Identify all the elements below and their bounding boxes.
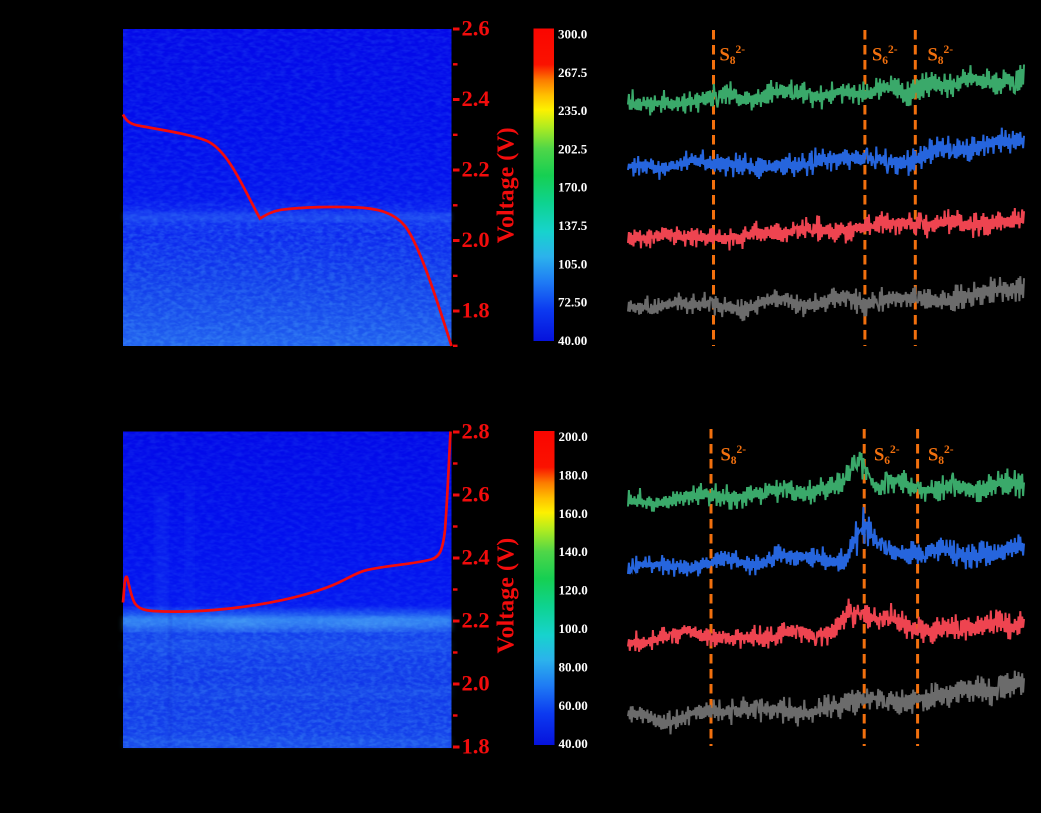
- svg-text:2.4: 2.4: [462, 545, 490, 570]
- svg-text:235.0: 235.0: [558, 103, 587, 118]
- svg-text:Voltage (V): Voltage (V): [493, 538, 519, 654]
- svg-text:100.0: 100.0: [559, 621, 588, 636]
- svg-text:2.0: 2.0: [462, 671, 490, 696]
- svg-text:Voltage (V): Voltage (V): [494, 127, 520, 243]
- svg-text:1.8: 1.8: [462, 298, 490, 323]
- svg-text:140.0: 140.0: [559, 544, 588, 559]
- svg-text:72.50: 72.50: [558, 295, 587, 310]
- svg-text:105.0: 105.0: [558, 256, 587, 271]
- svg-text:137.5: 137.5: [558, 218, 588, 233]
- svg-text:200.0: 200.0: [559, 429, 588, 444]
- svg-text:2.4: 2.4: [462, 86, 490, 111]
- svg-text:2.0: 2.0: [462, 227, 490, 252]
- svg-text:120.0: 120.0: [559, 583, 588, 598]
- svg-text:40.00: 40.00: [558, 333, 587, 348]
- svg-text:2.2: 2.2: [462, 608, 490, 633]
- svg-text:202.5: 202.5: [558, 141, 588, 156]
- svg-text:80.00: 80.00: [559, 659, 588, 674]
- svg-text:2.8: 2.8: [462, 419, 490, 444]
- svg-text:180.0: 180.0: [559, 467, 588, 482]
- svg-text:267.5: 267.5: [558, 65, 588, 80]
- svg-text:160.0: 160.0: [559, 506, 588, 521]
- svg-text:40.00: 40.00: [559, 736, 588, 751]
- svg-text:300.0: 300.0: [558, 27, 587, 42]
- svg-text:1.8: 1.8: [462, 734, 490, 759]
- svg-text:2.6: 2.6: [462, 16, 490, 41]
- svg-text:2.2: 2.2: [462, 157, 490, 182]
- svg-text:170.0: 170.0: [558, 180, 587, 195]
- svg-text:2.6: 2.6: [462, 482, 490, 507]
- svg-text:60.00: 60.00: [559, 698, 588, 713]
